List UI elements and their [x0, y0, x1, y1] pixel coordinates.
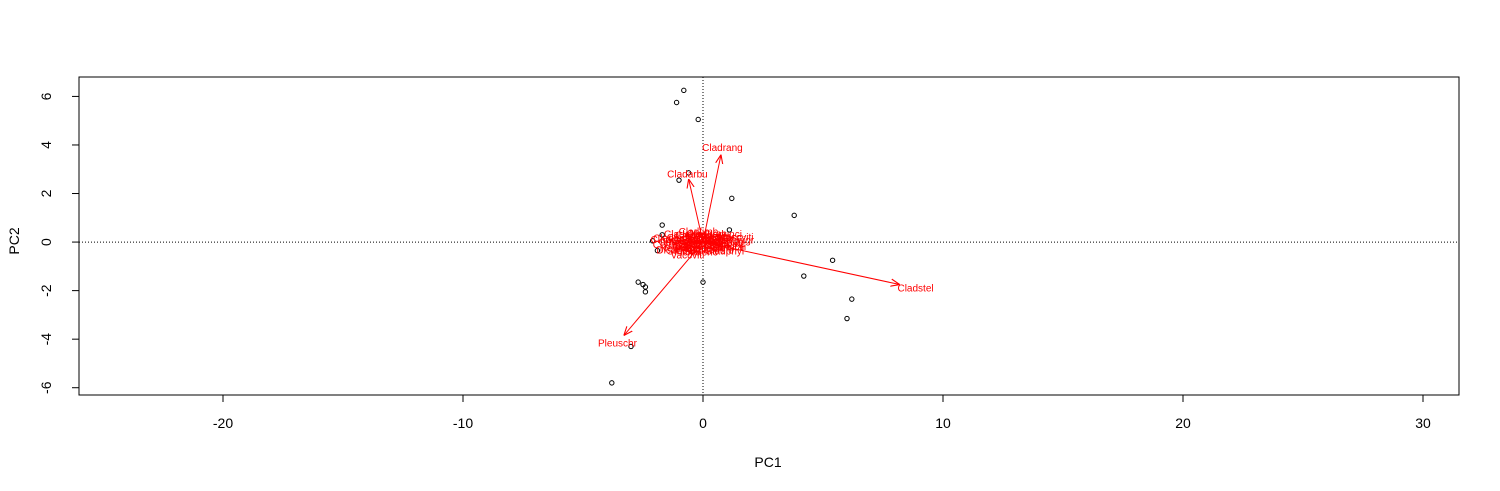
data-point [659, 232, 665, 238]
data-point [791, 212, 797, 219]
small-loading-label: Cladphyl [705, 246, 744, 257]
data-point [726, 227, 733, 233]
y-tick-label: 6 [38, 92, 54, 100]
data-point [801, 273, 807, 279]
small-loading-label: Cladchlo [664, 230, 703, 241]
small-loading-label: Claddefo [694, 246, 734, 257]
data-point [673, 99, 680, 106]
y-tick-label: -6 [38, 381, 54, 394]
x-axis: -20 -10 0 10 20 30 [213, 394, 1431, 431]
data-point [676, 177, 682, 183]
data-point [659, 222, 665, 228]
reference-lines [79, 77, 1459, 395]
loading-arrow-label: Vaccviti [671, 251, 705, 262]
x-tick-label: 20 [1175, 415, 1191, 431]
loading-arrow [624, 241, 704, 335]
data-point [695, 116, 701, 123]
loading-arrow-label: Cladrang [702, 143, 743, 154]
small-loading-label: Vaccviti [720, 233, 754, 244]
data-point [849, 296, 855, 302]
small-loading-label: Barbhatc [706, 239, 746, 250]
y-tick-label: 0 [38, 238, 54, 246]
loading-arrow [677, 241, 704, 249]
data-point [628, 343, 634, 350]
x-tick-label: 0 [699, 415, 707, 431]
data-point [635, 279, 641, 285]
x-tick-label: -20 [213, 415, 233, 431]
plot-border [78, 76, 1460, 396]
data-point [685, 170, 692, 176]
small-loading-label: Ptilcili [721, 242, 747, 253]
data-point [654, 247, 661, 254]
loading-arrow [702, 241, 900, 284]
small-loading-label: Cladgrac [687, 229, 727, 240]
data-point [844, 315, 850, 322]
loading-arrows: Cladrang Cladarbu Cladstel Pleuschr Vaccviti… [598, 143, 934, 349]
loading-arrow-label: Cladstel [897, 283, 933, 294]
plot-frame [78, 76, 1460, 396]
data-point [642, 289, 649, 295]
small-loading-label: Stersp [667, 246, 696, 257]
data-point [609, 380, 615, 386]
small-loading-label: Icmaeric [680, 247, 718, 258]
loading-arrow-label: Dicrfusc [656, 245, 692, 256]
y-tick-label: -4 [38, 333, 54, 346]
small-loading-label: Dicrfusc [705, 232, 741, 243]
y-axis: -6 -4 -2 0 2 4 6 [38, 92, 79, 394]
x-axis-title: PC1 [754, 454, 781, 470]
small-loading-arrow [702, 242, 713, 249]
data-point [700, 279, 706, 285]
x-tick-label: 30 [1415, 415, 1431, 431]
small-loading-label: Cetrisla [653, 240, 687, 251]
loading-arrow-label: Pleuschr [598, 339, 638, 350]
y-tick-label: 2 [38, 189, 54, 197]
small-loading-label: Cladfimb [679, 227, 719, 238]
y-tick-label: 4 [38, 141, 54, 149]
y-axis-title: PC2 [6, 227, 22, 254]
data-point [681, 87, 687, 94]
data-point [729, 195, 735, 202]
small-loading-label: Cladsp [651, 235, 683, 246]
loading-arrow [689, 241, 704, 254]
points [609, 87, 855, 386]
data-point [829, 257, 836, 263]
loading-arrow [689, 179, 704, 243]
small-loading-label: Cladcorn [691, 231, 731, 242]
x-tick-label: -10 [453, 415, 473, 431]
loading-arrow-label: Cladarbu [667, 169, 708, 180]
y-tick-label: -2 [38, 284, 54, 297]
data-point [649, 238, 656, 244]
loading-arrow [702, 155, 721, 243]
small-loading-label: Cladunci [703, 230, 742, 241]
x-tick-label: 10 [935, 415, 951, 431]
